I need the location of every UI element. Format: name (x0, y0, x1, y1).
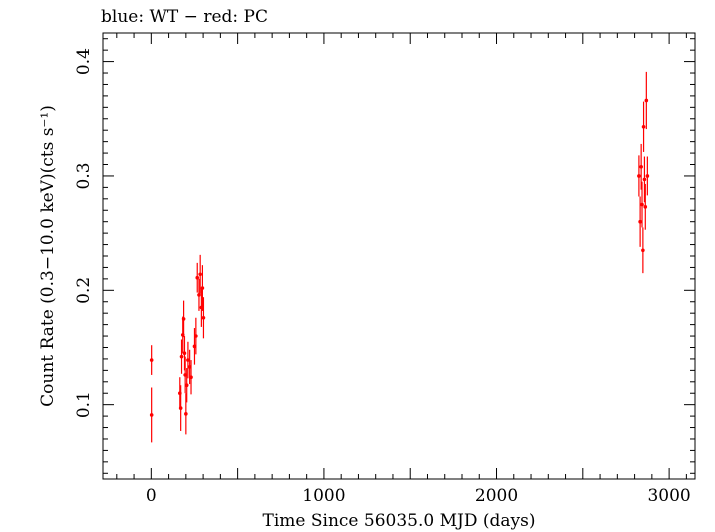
point-marker (644, 98, 649, 103)
data-point (186, 341, 190, 379)
x-axis-label: Time Since 56035.0 MJD (days) (263, 511, 536, 531)
point-marker (641, 248, 645, 253)
point-marker (197, 293, 201, 297)
point-marker (194, 334, 198, 338)
y-tick-label: 0.4 (74, 48, 94, 75)
data-point (200, 265, 205, 311)
axis-ticks (103, 33, 695, 479)
data-point (182, 336, 187, 371)
data-point (645, 156, 650, 196)
point-marker (200, 286, 205, 290)
data-point (643, 183, 648, 230)
data-point (195, 262, 200, 293)
data-point (178, 385, 183, 431)
y-tick-label: 0.1 (74, 391, 94, 418)
point-marker (201, 315, 206, 320)
point-marker (182, 351, 187, 356)
data-point (197, 278, 201, 311)
point-marker (178, 406, 183, 410)
data-point (198, 254, 202, 294)
point-marker (195, 275, 200, 280)
point-marker (642, 177, 647, 182)
point-marker (640, 202, 644, 207)
data-point (184, 368, 189, 403)
data-point (194, 317, 198, 355)
data-point (637, 155, 641, 197)
data-point (179, 339, 184, 374)
point-marker (186, 358, 190, 362)
y-tick-label: 0.2 (74, 277, 94, 304)
point-marker (184, 383, 189, 388)
point-marker (179, 354, 184, 359)
x-tick-label: 3000 (647, 486, 690, 506)
data-point (644, 71, 649, 130)
point-marker (149, 413, 154, 417)
point-marker (643, 205, 648, 209)
data-point (639, 143, 643, 190)
data-point (184, 393, 188, 435)
data-point (189, 360, 193, 395)
point-marker (184, 412, 188, 416)
plot-frame (102, 32, 696, 480)
data-point (640, 181, 644, 228)
point-marker (641, 124, 646, 129)
x-tick-label: 1000 (302, 486, 345, 506)
axis-tick-labels: 0 1000 2000 3000 0.1 0.2 0.3 0.4 (74, 48, 691, 506)
point-marker (645, 174, 650, 178)
y-tick-label: 0.3 (74, 162, 94, 189)
data-point (638, 196, 642, 247)
data-point (149, 345, 154, 375)
x-tick-label: 0 (146, 486, 157, 506)
x-tick-label: 2000 (475, 486, 518, 506)
data-point (183, 356, 187, 394)
point-marker (183, 373, 187, 377)
data-points (149, 71, 650, 443)
point-marker (189, 375, 193, 380)
data-point (641, 101, 646, 152)
point-marker (198, 272, 202, 277)
point-marker (149, 358, 154, 362)
chart-title: blue: WT − red: PC (101, 7, 268, 27)
data-point (201, 297, 206, 339)
data-point (642, 156, 647, 203)
point-marker (638, 219, 642, 224)
point-marker (181, 317, 186, 321)
y-axis-label: Count Rate (0.3−10.0 keV)(cts s⁻¹) (38, 105, 58, 407)
point-marker (637, 174, 641, 178)
data-point (641, 227, 645, 274)
point-marker (639, 165, 643, 169)
data-point (181, 300, 186, 338)
data-point (149, 387, 154, 443)
